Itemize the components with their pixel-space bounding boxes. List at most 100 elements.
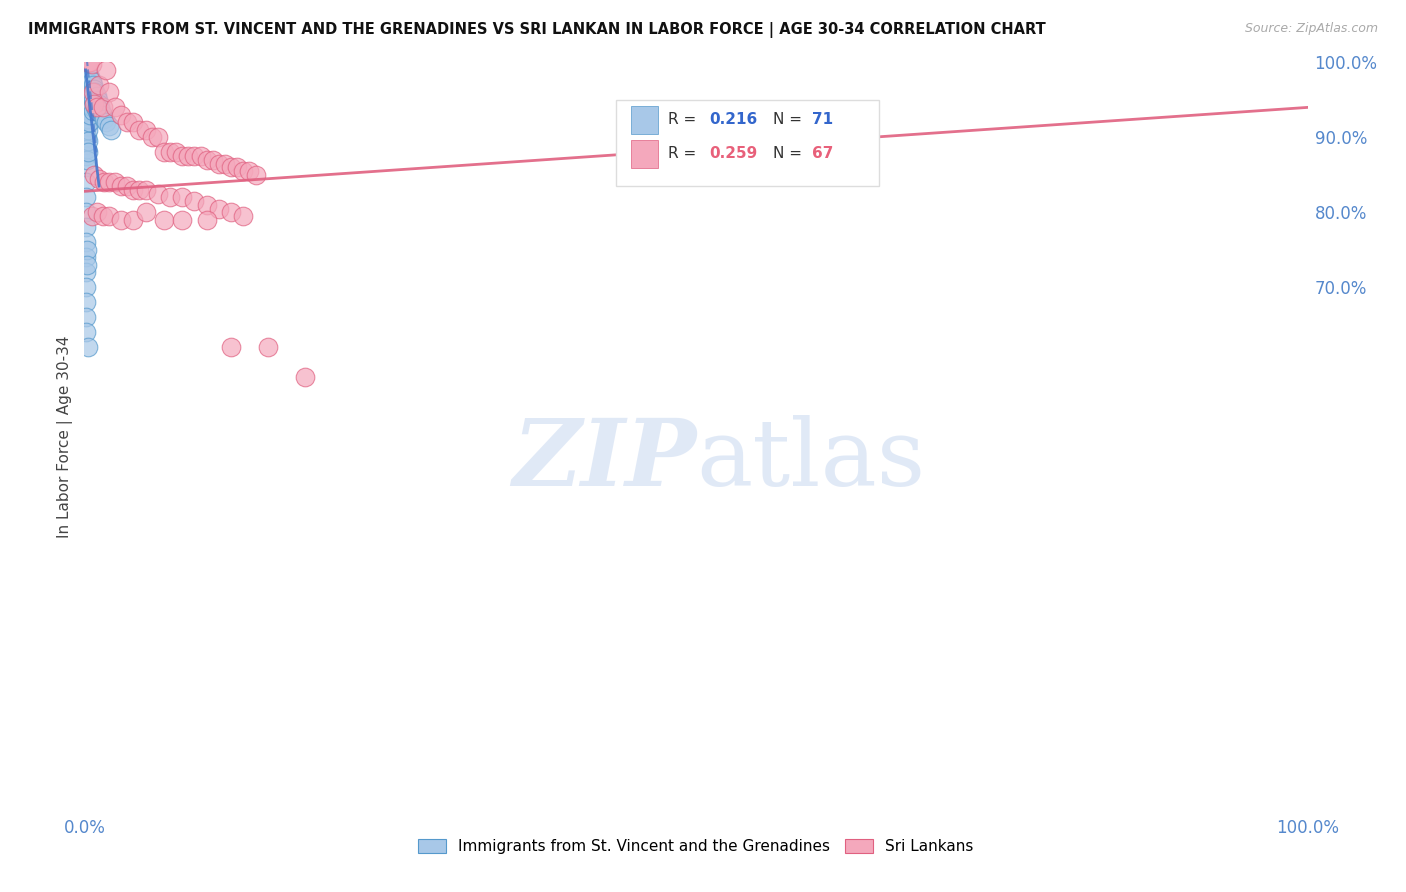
Immigrants from St. Vincent and the Grenadines bbox=[87, 96, 110, 111]
Sri Lankans bbox=[82, 86, 104, 100]
Immigrants from St. Vincent and the Grenadines bbox=[76, 130, 98, 145]
Immigrants from St. Vincent and the Grenadines bbox=[86, 104, 108, 119]
Sri Lankans bbox=[183, 194, 205, 208]
Immigrants from St. Vincent and the Grenadines bbox=[79, 86, 101, 100]
Sri Lankans bbox=[226, 161, 249, 175]
Sri Lankans bbox=[110, 212, 132, 227]
Immigrants from St. Vincent and the Grenadines bbox=[75, 127, 97, 141]
Sri Lankans bbox=[165, 145, 187, 160]
Text: R =: R = bbox=[668, 145, 702, 161]
Immigrants from St. Vincent and the Grenadines bbox=[75, 137, 97, 152]
Sri Lankans bbox=[245, 168, 267, 182]
Sri Lankans bbox=[294, 370, 316, 384]
Sri Lankans bbox=[135, 205, 157, 219]
Immigrants from St. Vincent and the Grenadines bbox=[75, 55, 97, 70]
Sri Lankans bbox=[77, 55, 100, 70]
Immigrants from St. Vincent and the Grenadines bbox=[77, 123, 100, 137]
Sri Lankans bbox=[159, 145, 181, 160]
Sri Lankans bbox=[219, 205, 242, 219]
Sri Lankans bbox=[115, 115, 138, 129]
FancyBboxPatch shape bbox=[631, 106, 658, 135]
Immigrants from St. Vincent and the Grenadines bbox=[75, 70, 97, 85]
Immigrants from St. Vincent and the Grenadines bbox=[76, 119, 98, 133]
Immigrants from St. Vincent and the Grenadines bbox=[77, 115, 100, 129]
Immigrants from St. Vincent and the Grenadines bbox=[75, 265, 97, 279]
Sri Lankans bbox=[122, 212, 145, 227]
Immigrants from St. Vincent and the Grenadines bbox=[79, 70, 101, 85]
Sri Lankans bbox=[97, 86, 120, 100]
Immigrants from St. Vincent and the Grenadines bbox=[82, 78, 104, 92]
Text: atlas: atlas bbox=[696, 415, 925, 505]
Immigrants from St. Vincent and the Grenadines bbox=[77, 134, 100, 148]
Immigrants from St. Vincent and the Grenadines bbox=[80, 74, 103, 88]
Immigrants from St. Vincent and the Grenadines bbox=[76, 243, 98, 257]
Sri Lankans bbox=[195, 198, 218, 212]
Immigrants from St. Vincent and the Grenadines bbox=[77, 340, 100, 354]
Immigrants from St. Vincent and the Grenadines bbox=[77, 145, 100, 160]
Immigrants from St. Vincent and the Grenadines bbox=[76, 86, 98, 100]
Immigrants from St. Vincent and the Grenadines bbox=[86, 89, 108, 103]
Text: 67: 67 bbox=[813, 145, 834, 161]
Text: ZIP: ZIP bbox=[512, 415, 696, 505]
Sri Lankans bbox=[110, 108, 132, 122]
Sri Lankans bbox=[76, 55, 98, 70]
Immigrants from St. Vincent and the Grenadines bbox=[75, 190, 97, 204]
Immigrants from St. Vincent and the Grenadines bbox=[77, 81, 100, 95]
Sri Lankans bbox=[172, 212, 194, 227]
Immigrants from St. Vincent and the Grenadines bbox=[77, 89, 100, 103]
Text: 71: 71 bbox=[813, 112, 834, 127]
Immigrants from St. Vincent and the Grenadines bbox=[77, 62, 100, 77]
Sri Lankans bbox=[208, 202, 231, 216]
Sri Lankans bbox=[201, 153, 224, 167]
Immigrants from St. Vincent and the Grenadines bbox=[87, 93, 110, 107]
Sri Lankans bbox=[238, 164, 260, 178]
Sri Lankans bbox=[86, 205, 108, 219]
Immigrants from St. Vincent and the Grenadines bbox=[77, 78, 100, 92]
Immigrants from St. Vincent and the Grenadines bbox=[75, 81, 97, 95]
Immigrants from St. Vincent and the Grenadines bbox=[93, 112, 115, 126]
Sri Lankans bbox=[87, 78, 110, 92]
Immigrants from St. Vincent and the Grenadines bbox=[80, 89, 103, 103]
Immigrants from St. Vincent and the Grenadines bbox=[76, 258, 98, 272]
Text: N =: N = bbox=[773, 112, 807, 127]
Text: IMMIGRANTS FROM ST. VINCENT AND THE GRENADINES VS SRI LANKAN IN LABOR FORCE | AG: IMMIGRANTS FROM ST. VINCENT AND THE GREN… bbox=[28, 22, 1046, 38]
Sri Lankans bbox=[177, 149, 200, 163]
Sri Lankans bbox=[79, 55, 101, 70]
Immigrants from St. Vincent and the Grenadines bbox=[96, 115, 118, 129]
Immigrants from St. Vincent and the Grenadines bbox=[79, 96, 101, 111]
Sri Lankans bbox=[219, 340, 242, 354]
Sri Lankans bbox=[93, 175, 115, 189]
Immigrants from St. Vincent and the Grenadines bbox=[75, 280, 97, 294]
Immigrants from St. Vincent and the Grenadines bbox=[90, 104, 112, 119]
Immigrants from St. Vincent and the Grenadines bbox=[82, 104, 104, 119]
Sri Lankans bbox=[96, 62, 118, 77]
Immigrants from St. Vincent and the Grenadines bbox=[77, 93, 100, 107]
Sri Lankans bbox=[195, 212, 218, 227]
Immigrants from St. Vincent and the Grenadines bbox=[75, 115, 97, 129]
Immigrants from St. Vincent and the Grenadines bbox=[76, 74, 98, 88]
Immigrants from St. Vincent and the Grenadines bbox=[84, 86, 107, 100]
Immigrants from St. Vincent and the Grenadines bbox=[89, 100, 111, 114]
Immigrants from St. Vincent and the Grenadines bbox=[100, 123, 122, 137]
Sri Lankans bbox=[190, 149, 212, 163]
Sri Lankans bbox=[232, 164, 254, 178]
Immigrants from St. Vincent and the Grenadines bbox=[77, 100, 100, 114]
Sri Lankans bbox=[86, 100, 108, 114]
Sri Lankans bbox=[83, 168, 105, 182]
Sri Lankans bbox=[122, 115, 145, 129]
Immigrants from St. Vincent and the Grenadines bbox=[77, 104, 100, 119]
Sri Lankans bbox=[135, 183, 157, 197]
Immigrants from St. Vincent and the Grenadines bbox=[75, 161, 97, 175]
Sri Lankans bbox=[219, 161, 242, 175]
Sri Lankans bbox=[91, 100, 114, 114]
Sri Lankans bbox=[110, 179, 132, 194]
Sri Lankans bbox=[80, 57, 103, 71]
Immigrants from St. Vincent and the Grenadines bbox=[75, 235, 97, 250]
Sri Lankans bbox=[83, 96, 105, 111]
Immigrants from St. Vincent and the Grenadines bbox=[75, 220, 97, 235]
Text: 0.216: 0.216 bbox=[710, 112, 758, 127]
Immigrants from St. Vincent and the Grenadines bbox=[76, 59, 98, 73]
Immigrants from St. Vincent and the Grenadines bbox=[77, 67, 100, 81]
Sri Lankans bbox=[104, 175, 127, 189]
Immigrants from St. Vincent and the Grenadines bbox=[75, 295, 97, 310]
